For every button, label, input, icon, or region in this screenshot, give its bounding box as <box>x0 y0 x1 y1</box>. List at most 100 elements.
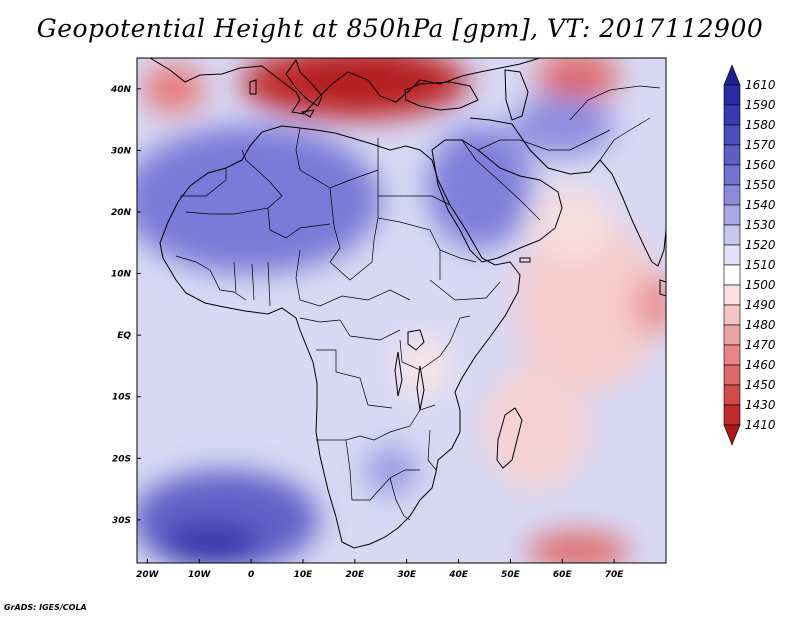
colorbar-level-label: 1490 <box>745 298 776 312</box>
border-sudan <box>377 217 441 280</box>
caspian-coastline <box>504 69 529 121</box>
colorbar-box <box>723 84 741 106</box>
border-algeria-west <box>241 149 283 209</box>
colorbar-box <box>723 384 741 406</box>
colorbar-level-label: 1430 <box>745 398 776 412</box>
x-tick-label: 50E <box>501 570 521 580</box>
x-tick-label: 10E <box>294 570 314 580</box>
x-tick-label: 60E <box>553 570 573 580</box>
india-coastline <box>599 159 666 267</box>
y-tick-label: 20S <box>112 454 131 464</box>
africa-coastline <box>159 125 521 549</box>
border-ethiopia <box>429 279 501 301</box>
lake-victoria <box>407 329 425 351</box>
border-eritrea <box>439 249 477 263</box>
colorbar-level-label: 1570 <box>745 138 776 152</box>
colorbar-box <box>723 344 741 366</box>
colorbar-level-label: 1540 <box>745 198 776 212</box>
map-plot-area <box>136 57 667 564</box>
colorbar-box <box>723 364 741 386</box>
border-east-africa <box>399 315 471 371</box>
border-namibia-botswana <box>345 439 420 501</box>
madagascar-coastline <box>496 407 523 469</box>
border-central-asia <box>569 85 661 121</box>
iran-coastline <box>469 117 601 175</box>
border-mozambique <box>427 429 437 471</box>
colorbar-box <box>723 124 741 146</box>
field-region-iran-high <box>510 94 615 157</box>
field-region-botswana-high <box>365 445 418 496</box>
plot-frame <box>136 57 667 564</box>
colorbar-box <box>723 244 741 266</box>
y-tick-label: 40N <box>110 85 132 95</box>
border-egypt-sudan <box>420 195 451 206</box>
border-algeria-libya <box>295 127 379 189</box>
colorbar-level-label: 1510 <box>745 258 776 272</box>
sardinia-coastline <box>249 79 257 95</box>
colorbar-bottom-triangle <box>723 424 741 446</box>
field-region-mediterranean-low-core <box>292 58 438 95</box>
colorbar-box <box>723 224 741 246</box>
field-region-arabian-sea-low <box>531 187 615 262</box>
y-tick-label: 10N <box>111 270 132 280</box>
colorbar-box <box>723 284 741 306</box>
colorbar-box <box>723 144 741 166</box>
y-tick-label: 20N <box>111 208 132 218</box>
border-nigeria-car <box>295 249 411 307</box>
socotra-coastline <box>519 257 531 263</box>
colorbar-level-label: 1480 <box>745 318 776 332</box>
sicily-coastline <box>300 109 315 118</box>
border-west-africa-2 <box>233 261 271 307</box>
colorbar-level-label: 1470 <box>745 338 776 352</box>
colorbar-box <box>723 164 741 186</box>
x-tick-label: 10W <box>188 570 212 580</box>
x-tick-label: 20E <box>345 570 365 580</box>
colorbar-box <box>723 304 741 326</box>
border-south-africa <box>389 477 411 521</box>
border-west-africa-1 <box>175 255 247 301</box>
y-tick-label: 30N <box>111 146 132 156</box>
field-region-iberia-low <box>142 64 205 114</box>
colorbar-level-label: 1560 <box>745 158 776 172</box>
grads-credit: GrADS: IGES/COLA <box>4 603 87 612</box>
field-region-madagascar-trough <box>484 365 589 490</box>
border-zambia <box>316 404 436 441</box>
colorbar-box <box>723 104 741 126</box>
field-region-arabia-high <box>427 125 532 249</box>
colorbar-level-label: 1410 <box>745 418 776 432</box>
field-region-caspian-low <box>536 58 620 102</box>
x-tick-label: 20W <box>136 570 160 580</box>
field-region-indian-ocean-low <box>515 218 661 391</box>
coastlines <box>149 58 666 549</box>
map-title: Geopotential Height at 850hPa [gpm], VT:… <box>36 14 764 43</box>
x-tick-label: 0 <box>248 570 254 580</box>
border-congo <box>299 317 401 341</box>
axis-ticks: 20W 10W 0 10E 20E 30E 40E 50E 60E 70E 40N 30N 20N 10N… <box>110 85 624 580</box>
turkey-coastline <box>404 81 479 111</box>
x-tick-label: 70E <box>605 570 625 580</box>
colorbar-box <box>723 184 741 206</box>
colorbar-level-label: 1450 <box>745 378 776 392</box>
x-tick-label: 40E <box>448 570 469 580</box>
border-drc-angola <box>316 349 393 409</box>
field-region-east-coast-low <box>634 273 666 336</box>
colorbar-level-label: 1610 <box>745 78 776 92</box>
border-iraq-iran <box>477 129 611 151</box>
colorbar: 1610 1590 1580 1570 1560 1550 1540 1530 1520 1510… <box>723 64 776 446</box>
colorbar-level-label: 1550 <box>745 178 776 192</box>
colorbar-level-label: 1520 <box>745 238 776 252</box>
colorbar-box <box>723 404 741 426</box>
colorbar-box <box>723 324 741 346</box>
colorbar-box <box>723 204 741 226</box>
field-region-east-africa-trough <box>396 335 449 397</box>
field-region-south-atlantic-high-core <box>157 526 262 563</box>
border-saudi <box>461 139 541 221</box>
y-tick-label: EQ <box>117 331 131 341</box>
field-region-sahara-high <box>137 125 381 274</box>
border-mali <box>185 207 331 239</box>
europe-coastline <box>149 58 541 115</box>
colorbar-box <box>723 264 741 286</box>
italy-coastline <box>285 58 323 107</box>
field-region-southern-ocean-low <box>525 532 630 563</box>
